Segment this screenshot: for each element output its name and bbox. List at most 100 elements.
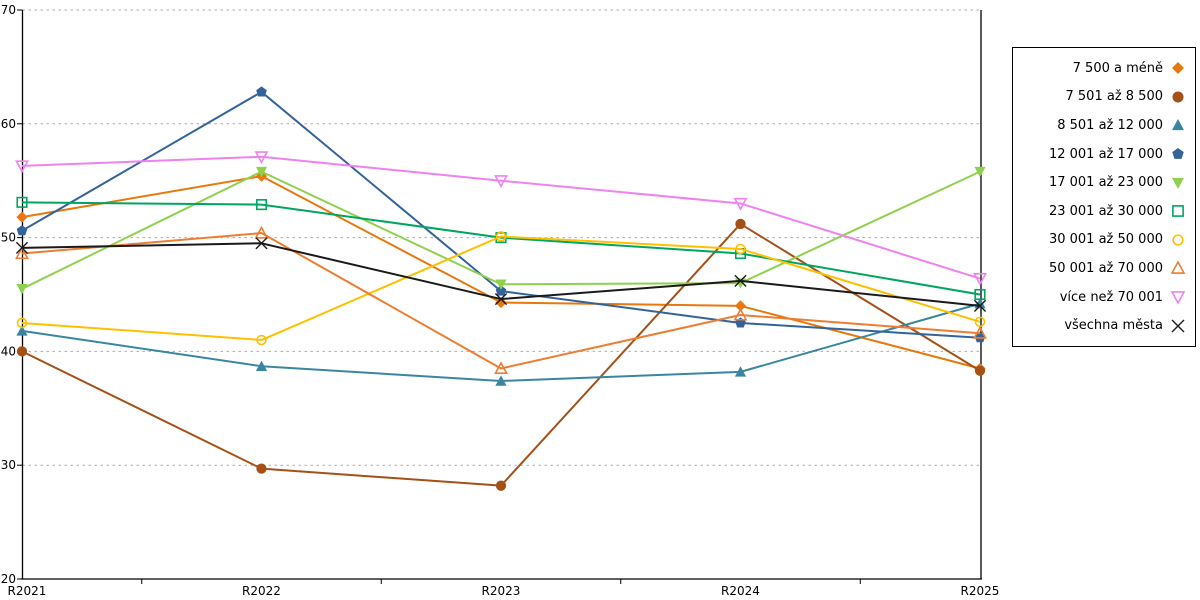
series-line [21, 235, 981, 342]
triangle-down-filled-icon [974, 166, 986, 178]
legend-item-4: 12 001 až 17 000 [1013, 140, 1195, 169]
x-icon [15, 241, 29, 254]
y-tick-label: 30 [1, 458, 16, 472]
triangle-up-filled-icon [255, 360, 268, 371]
series-8 [15, 225, 987, 375]
series-line [21, 242, 981, 307]
y-axis-ticks: 20 30 40 50 60 70 [1, 3, 23, 586]
circle-filled-icon [735, 218, 746, 230]
series-10 [15, 237, 987, 312]
series-line [21, 175, 981, 370]
square-open-icon [16, 196, 28, 208]
legend-item-6: 23 001 až 30 000 [1013, 197, 1195, 226]
triangle-down-open-icon [254, 151, 269, 165]
legend-label: 7 500 a méně [1072, 60, 1163, 76]
series-7 [16, 231, 986, 346]
series-line [21, 222, 981, 487]
triangle-up-open-icon [494, 361, 508, 375]
series-line [21, 201, 981, 296]
triangle-up-filled-icon [734, 366, 747, 377]
triangle-down-filled-icon [255, 166, 268, 178]
legend-item-7: 30 001 až 50 000 [1013, 226, 1195, 255]
triangle-down-open-icon [733, 197, 748, 211]
triangle-up-open-icon [254, 225, 269, 239]
pentagon-filled-icon [1172, 148, 1184, 159]
legend-label: 23 001 až 30 000 [1048, 203, 1163, 219]
circle-open-icon [735, 243, 746, 255]
x-axis-ticks: R2021 R2022 R2023 R2024 R2025 [8, 579, 1000, 598]
square-open-icon [1172, 205, 1184, 218]
legend-label: 30 001 až 50 000 [1048, 232, 1163, 248]
series-line [21, 232, 981, 370]
legend-label: 12 001 až 17 000 [1048, 146, 1163, 162]
triangle-up-filled-icon [1172, 119, 1184, 131]
triangle-down-open-icon [494, 175, 508, 188]
triangle-up-open-icon [973, 325, 987, 339]
y-tick-label: 50 [1, 231, 16, 245]
triangle-up-open-icon [1170, 260, 1186, 275]
x-icon [734, 274, 747, 287]
x-tick-label: R2022 [242, 584, 281, 598]
pentagon-filled-icon [1172, 148, 1184, 159]
circle-open-icon [16, 317, 28, 329]
square-open-icon [255, 199, 268, 211]
x-icon [1171, 319, 1185, 333]
circle-open-icon [495, 231, 507, 242]
pentagon-filled-icon [16, 225, 28, 236]
triangle-up-filled-icon [1172, 119, 1184, 131]
legend-label: všechna města [1064, 318, 1163, 334]
triangle-up-open-icon [733, 307, 748, 321]
x-tick-label: R2023 [482, 584, 521, 598]
circle-filled-icon [974, 365, 986, 376]
triangle-down-open-icon [1170, 291, 1186, 305]
legend-item-3: 8 501 až 12 000 [1013, 111, 1195, 140]
diamond-filled-icon [1172, 62, 1184, 75]
legend-label: 50 001 až 70 000 [1048, 260, 1163, 276]
circle-filled-icon [256, 463, 267, 474]
legend-item-2: 7 501 až 8 500 [1013, 83, 1195, 112]
y-tick-label: 70 [1, 3, 16, 17]
x-tick-label: R2025 [961, 584, 1000, 598]
series-line [21, 155, 981, 280]
circle-open-icon [256, 334, 267, 346]
chart-legend: 7 500 a méně 7 501 až 8 500 8 501 až 12 00… [1012, 47, 1196, 347]
triangle-down-filled-icon [1172, 177, 1184, 189]
triangle-down-open-icon [973, 273, 987, 286]
square-open-icon [1172, 205, 1184, 218]
triangle-up-filled-icon [495, 375, 507, 386]
circle-filled-icon [495, 480, 507, 491]
series-6 [16, 196, 986, 301]
series-line [21, 170, 981, 290]
pentagon-filled-icon [735, 317, 746, 328]
triangle-down-open-icon [15, 160, 29, 174]
x-tick-label: R2024 [721, 584, 760, 598]
legend-label: 17 001 až 23 000 [1048, 175, 1163, 191]
x-icon [255, 237, 268, 250]
circle-filled-icon [1172, 91, 1184, 103]
circle-filled-icon [16, 346, 28, 357]
pentagon-filled-icon [495, 285, 507, 296]
y-tick-label: 40 [1, 344, 16, 358]
pentagon-filled-icon [256, 86, 267, 97]
diamond-filled-icon [1172, 62, 1184, 75]
triangle-up-open-icon [15, 246, 29, 260]
legend-item-9: více než 70 001 [1013, 283, 1195, 312]
y-tick-label: 60 [1, 117, 16, 131]
triangle-down-filled-icon [16, 284, 28, 295]
gridlines [22, 9, 981, 466]
legend-label: 8 501 až 12 000 [1057, 117, 1163, 133]
legend-item-10: všechna města [1013, 311, 1195, 340]
legend-label: více než 70 001 [1059, 289, 1163, 305]
x-icon [1171, 319, 1185, 333]
series-2 [16, 218, 986, 491]
circle-open-icon [1172, 234, 1184, 246]
legend-item-1: 7 500 a méně [1013, 54, 1195, 83]
triangle-down-filled-icon [1172, 177, 1184, 189]
triangle-up-filled-icon [16, 325, 28, 336]
series-3 [16, 298, 986, 386]
series-9 [15, 151, 987, 286]
diamond-filled-icon [16, 211, 28, 223]
triangle-up-open-icon [1170, 260, 1186, 275]
